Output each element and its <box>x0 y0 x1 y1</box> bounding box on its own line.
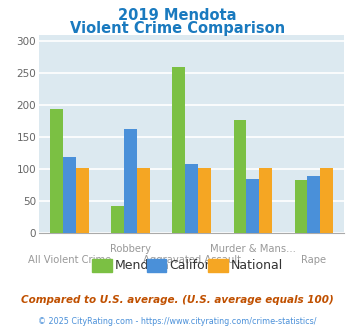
Text: National: National <box>231 259 283 272</box>
Bar <box>50 109 63 233</box>
Text: Mendota: Mendota <box>115 259 169 272</box>
Bar <box>76 168 89 233</box>
Bar <box>320 168 333 233</box>
Text: © 2025 CityRating.com - https://www.cityrating.com/crime-statistics/: © 2025 CityRating.com - https://www.city… <box>38 317 317 326</box>
Text: Violent Crime Comparison: Violent Crime Comparison <box>70 21 285 36</box>
Bar <box>307 177 320 233</box>
Bar <box>246 179 259 233</box>
Text: All Violent Crime: All Violent Crime <box>28 255 111 265</box>
Text: 2019 Mendota: 2019 Mendota <box>118 8 237 23</box>
Bar <box>173 67 185 233</box>
Bar <box>137 168 150 233</box>
Text: Robbery: Robbery <box>110 244 151 253</box>
Bar <box>259 168 272 233</box>
Bar <box>234 120 246 233</box>
Text: Aggravated Assault: Aggravated Assault <box>143 255 241 265</box>
Bar <box>185 164 198 233</box>
Bar <box>111 206 124 233</box>
Text: California: California <box>169 259 229 272</box>
Bar <box>295 180 307 233</box>
Bar <box>63 157 76 233</box>
Text: Murder & Mans...: Murder & Mans... <box>210 244 296 253</box>
Text: Rape: Rape <box>301 255 326 265</box>
Text: Compared to U.S. average. (U.S. average equals 100): Compared to U.S. average. (U.S. average … <box>21 295 334 305</box>
Bar <box>124 129 137 233</box>
Bar <box>198 168 211 233</box>
